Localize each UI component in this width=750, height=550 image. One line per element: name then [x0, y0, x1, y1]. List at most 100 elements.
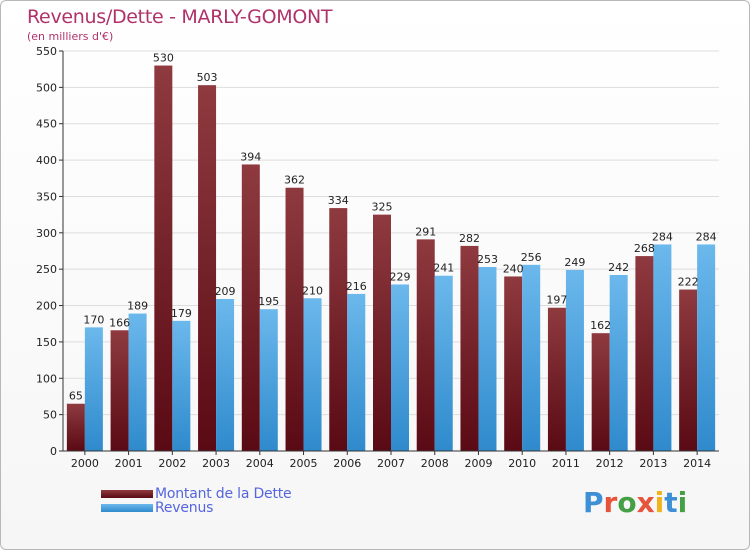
bar-revenue: [522, 264, 541, 451]
y-tick-label: 0: [50, 445, 57, 458]
logo-letter: x: [636, 486, 655, 519]
data-label-debt: 222: [678, 276, 699, 289]
x-tick-label: 2003: [202, 457, 230, 470]
y-tick-label: 150: [36, 336, 57, 349]
logo-letter: o: [617, 486, 637, 519]
logo-letter: P: [583, 486, 604, 519]
bar-revenue: [84, 327, 103, 451]
bar-revenue: [434, 275, 453, 451]
bar-revenue: [609, 275, 628, 451]
logo-letter: i: [654, 486, 665, 519]
data-label-revenue: 195: [258, 295, 279, 308]
bar-debt: [373, 214, 391, 451]
data-label-revenue: 189: [127, 300, 148, 313]
bar-debt: [198, 85, 217, 451]
data-label-debt: 362: [284, 174, 305, 187]
data-label-revenue: 209: [215, 285, 236, 298]
x-tick-label: 2005: [290, 457, 318, 470]
legend-item-revenue: Revenus: [101, 500, 214, 516]
logo-letter: i: [677, 486, 688, 519]
bar-debt: [504, 276, 523, 451]
bar-revenue: [303, 298, 322, 451]
data-label-revenue: 253: [477, 253, 498, 266]
bar-revenue: [391, 284, 409, 451]
data-label-revenue: 256: [521, 251, 542, 264]
y-tick-label: 300: [36, 227, 57, 240]
legend-label-revenue: Revenus: [155, 500, 214, 516]
bar-revenue: [347, 293, 366, 451]
x-tick-label: 2000: [71, 457, 99, 470]
data-label-revenue: 242: [608, 261, 629, 274]
bar-revenue: [697, 244, 716, 451]
data-label-revenue: 229: [390, 270, 411, 283]
data-label-debt: 240: [503, 262, 524, 275]
data-label-revenue: 249: [564, 256, 585, 269]
bar-debt: [635, 256, 654, 451]
bar-debt: [154, 65, 173, 451]
logo-letter: r: [603, 486, 618, 519]
y-tick-label: 550: [36, 45, 57, 58]
legend-item-debt: Montant de la Dette: [101, 486, 292, 502]
bar-debt: [110, 330, 129, 451]
y-tick-label: 250: [36, 263, 57, 276]
data-label-debt: 162: [590, 319, 611, 332]
x-tick-label: 2002: [158, 457, 186, 470]
y-tick-label: 50: [43, 409, 57, 422]
bar-debt: [329, 208, 348, 451]
bars: [66, 65, 716, 452]
x-tick-label: 2004: [246, 457, 274, 470]
y-tick-label: 200: [36, 300, 57, 313]
x-tick-label: 2006: [333, 457, 361, 470]
bar-debt: [416, 239, 435, 451]
legend-swatch-debt: [101, 490, 153, 498]
bar-debt: [241, 164, 260, 452]
axes: 0 50 100 150 200 250 300 350 400 450 500 550 2000 200…: [36, 45, 719, 470]
data-label-debt: 334: [328, 194, 349, 207]
data-label-debt: 197: [546, 294, 567, 307]
bar-debt: [66, 403, 85, 451]
data-label-debt: 530: [153, 52, 174, 65]
x-tick-label: 2011: [552, 457, 580, 470]
y-tick-label: 500: [36, 81, 57, 94]
logo-letter: t: [664, 486, 678, 519]
legend-label-debt: Montant de la Dette: [155, 486, 292, 502]
x-tick-label: 2010: [508, 457, 536, 470]
y-tick-label: 350: [36, 190, 57, 203]
data-labels: 65 170 166 189 530 179 503 209 394 195 362 210 334 21…: [69, 52, 717, 403]
x-tick-label: 2007: [377, 457, 405, 470]
data-label-revenue: 284: [696, 230, 717, 243]
data-label-debt: 503: [197, 71, 218, 84]
bar-revenue: [653, 244, 672, 451]
legend-swatch-revenue: [101, 504, 153, 512]
data-label-revenue: 210: [302, 284, 323, 297]
x-tick-label: 2001: [115, 457, 143, 470]
data-label-debt: 282: [459, 232, 480, 245]
x-tick-label: 2009: [464, 457, 492, 470]
data-label-debt: 268: [634, 242, 655, 255]
bar-revenue: [565, 269, 584, 451]
x-tick-label: 2012: [596, 457, 624, 470]
proxiti-logo: Proxiti: [583, 486, 687, 519]
bar-revenue: [172, 320, 191, 451]
data-label-debt: 394: [240, 150, 261, 163]
data-label-revenue: 170: [83, 313, 104, 326]
data-label-debt: 291: [415, 225, 436, 238]
bar-debt: [547, 307, 566, 451]
chart-subtitle: (en milliers d'€): [27, 30, 114, 43]
data-label-revenue: 179: [171, 307, 192, 320]
bar-revenue: [128, 313, 147, 451]
y-tick-label: 400: [36, 154, 57, 167]
y-tick-label: 450: [36, 118, 57, 131]
data-label-revenue: 241: [433, 262, 454, 275]
data-label-debt: 166: [109, 316, 130, 329]
data-label-revenue: 216: [346, 280, 367, 293]
x-tick-label: 2013: [639, 457, 667, 470]
bar-revenue: [216, 299, 235, 451]
x-tick-label: 2014: [683, 457, 711, 470]
bar-debt: [285, 187, 304, 451]
data-label-revenue: 284: [652, 230, 673, 243]
x-tick-label: 2008: [421, 457, 449, 470]
data-label-debt: 325: [372, 201, 393, 214]
